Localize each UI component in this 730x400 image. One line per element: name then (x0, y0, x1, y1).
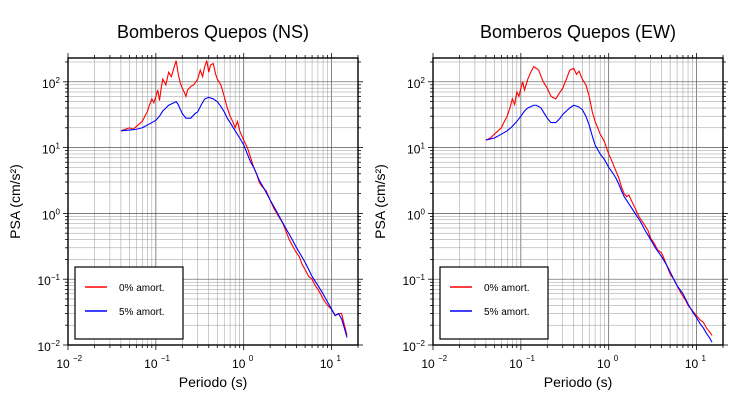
x-tick-label: 10 (685, 357, 699, 371)
y-tick-label-exponent: −1 (416, 273, 426, 282)
x-tick-label-exponent: 0 (249, 354, 254, 363)
legend-box (74, 266, 184, 340)
x-tick-label: 10 (421, 357, 435, 371)
y-tick-label: 10 (42, 77, 56, 91)
legend-label-0: 0% amort. (119, 283, 165, 294)
y-tick-label: 10 (37, 274, 51, 288)
y-tick-label: 10 (407, 208, 421, 222)
x-tick-label-exponent: −2 (438, 354, 448, 363)
x-axis-label: Periodo (s) (179, 374, 247, 390)
x-tick-label-exponent: 1 (337, 354, 342, 363)
y-tick-label: 10 (402, 340, 416, 354)
x-axis-label: Periodo (s) (544, 374, 612, 390)
y-tick-label-exponent: 1 (56, 142, 61, 151)
x-tick-label: 10 (597, 357, 611, 371)
legend-label-1: 5% amort. (119, 307, 165, 318)
x-tick-label-exponent: −2 (73, 354, 83, 363)
y-axis-label: PSA (cm/s²) (7, 164, 23, 239)
legend-label-1: 5% amort. (484, 307, 530, 318)
y-tick-label-exponent: −2 (416, 339, 426, 348)
x-tick-label-exponent: 1 (702, 354, 707, 363)
x-tick-label-exponent: −1 (526, 354, 536, 363)
y-tick-label-exponent: −1 (51, 273, 61, 282)
chart-title: Bomberos Quepos (NS) (117, 22, 309, 42)
y-tick-label: 10 (42, 208, 56, 222)
y-tick-label-exponent: 1 (421, 142, 426, 151)
chart-title: Bomberos Quepos (EW) (480, 22, 676, 42)
x-tick-label: 10 (509, 357, 523, 371)
chart-panel-ns: Bomberos Quepos (NS) Periodo (s) PSA (cm… (7, 22, 363, 390)
legend-label-0: 0% amort. (484, 283, 530, 294)
x-tick-label-exponent: 0 (614, 354, 619, 363)
x-tick-label: 10 (320, 357, 334, 371)
y-axis-label: PSA (cm/s²) (372, 164, 388, 239)
grid (432, 58, 724, 346)
legend-box (439, 266, 549, 340)
y-tick-label-exponent: 0 (421, 207, 426, 216)
y-tick-label-exponent: −2 (51, 339, 61, 348)
y-tick-label: 10 (407, 77, 421, 91)
y-tick-label-exponent: 0 (56, 207, 61, 216)
y-tick-label: 10 (37, 340, 51, 354)
y-tick-label: 10 (42, 143, 56, 157)
x-tick-label-exponent: −1 (161, 354, 171, 363)
plot-frame (432, 57, 724, 346)
series-line-1 (485, 104, 713, 343)
y-tick-label-exponent: 2 (56, 76, 61, 85)
x-tick-label: 10 (56, 357, 70, 371)
y-tick-label-exponent: 2 (421, 76, 426, 85)
chart-panel-ew: Bomberos Quepos (EW) Periodo (s) PSA (cm… (372, 22, 728, 390)
grid (67, 58, 359, 346)
x-tick-label: 10 (232, 357, 246, 371)
plot-frame (67, 57, 359, 346)
series-line-0 (120, 60, 348, 336)
series-line-1 (120, 96, 348, 338)
y-tick-label: 10 (407, 143, 421, 157)
y-tick-label: 10 (402, 274, 416, 288)
x-tick-label: 10 (144, 357, 158, 371)
